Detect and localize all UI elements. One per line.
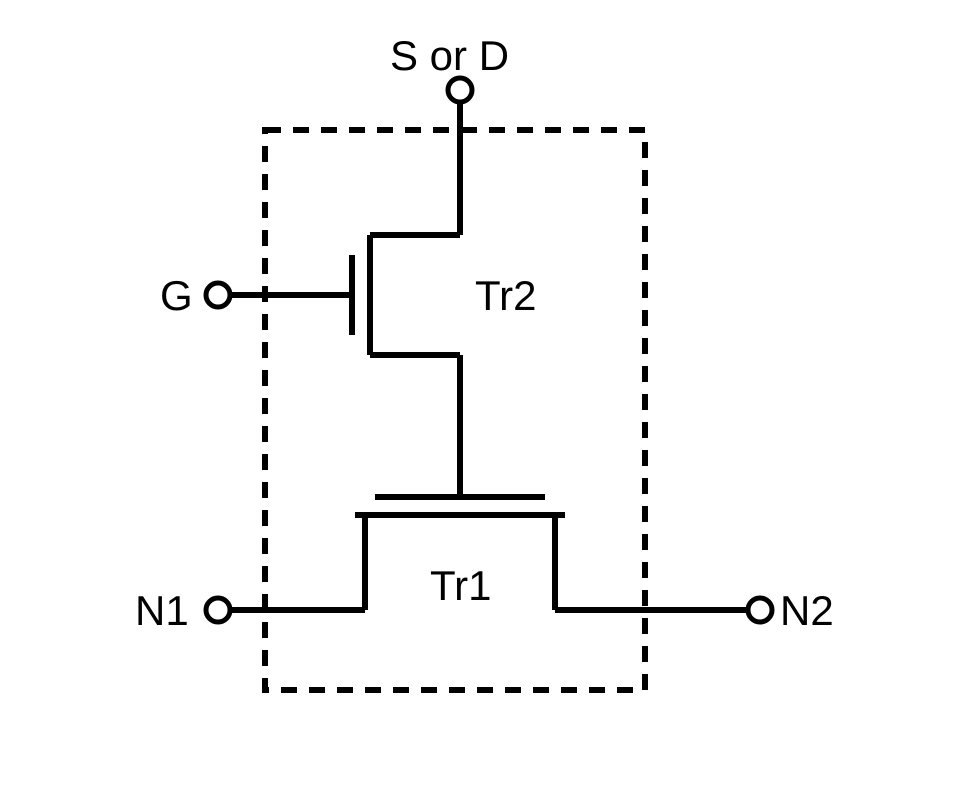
terminal-s-or-d: S or D: [390, 32, 509, 130]
terminal-n1-circle: [206, 598, 230, 622]
terminal-n1: N1: [135, 587, 365, 634]
tr2-label: Tr2: [475, 272, 536, 319]
terminal-g-label: G: [160, 272, 193, 319]
terminal-n2-circle: [748, 598, 772, 622]
terminal-g-circle: [206, 283, 230, 307]
circuit-diagram: S or D Tr2 G Tr1: [0, 0, 964, 790]
terminal-n2: N2: [555, 587, 834, 634]
transistor-tr2: Tr2: [352, 130, 536, 355]
transistor-tr1: Tr1: [355, 497, 565, 610]
terminal-n2-label: N2: [780, 587, 834, 634]
terminal-top-circle: [448, 78, 472, 102]
terminal-n1-label: N1: [135, 587, 189, 634]
tr1-label: Tr1: [430, 562, 491, 609]
terminal-g: G: [160, 272, 352, 319]
terminal-top-label: S or D: [390, 32, 509, 79]
